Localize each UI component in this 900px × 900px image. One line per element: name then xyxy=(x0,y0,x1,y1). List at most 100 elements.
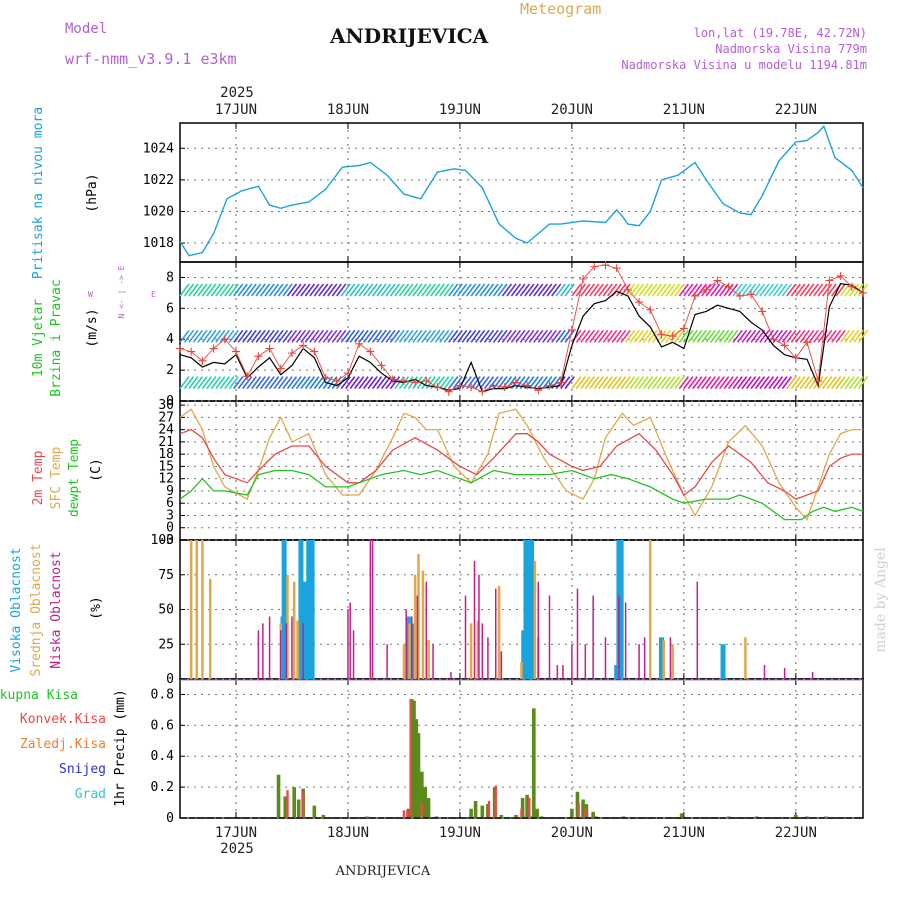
wind-barb xyxy=(210,376,221,390)
wind-barb xyxy=(795,283,806,297)
total-rain-bar xyxy=(520,797,525,818)
wind-gust-marker xyxy=(590,262,599,271)
y-tick-label: 0.4 xyxy=(151,749,175,764)
mid-cloud-bar xyxy=(469,623,473,679)
wind-barb xyxy=(349,329,360,343)
low-cloud-bar xyxy=(268,616,271,679)
wind-barb xyxy=(206,376,217,390)
wind-barb xyxy=(848,329,860,343)
wind-barb xyxy=(474,329,486,343)
low-cloud-bar xyxy=(696,581,699,679)
wind-gust-marker xyxy=(299,341,308,350)
wind-barb xyxy=(589,283,600,297)
wind-barb xyxy=(349,283,360,297)
mid-cloud-bar xyxy=(744,637,747,679)
low-cloud-bar xyxy=(537,581,540,679)
wind-barb xyxy=(255,329,266,343)
wind-barb xyxy=(835,283,846,297)
wind-barb xyxy=(389,283,401,297)
low-cloud-bar xyxy=(411,616,413,679)
wind-barb xyxy=(461,283,472,297)
wind-gust-marker xyxy=(601,261,610,270)
wind-barb xyxy=(282,376,293,390)
convective-rain-bar xyxy=(301,791,305,818)
wind-barb xyxy=(389,329,401,343)
wind-barb xyxy=(367,376,378,390)
y-tick-label: 100 xyxy=(151,533,174,548)
wind-barb xyxy=(465,329,477,343)
wind-barb xyxy=(313,283,325,297)
wind-barb xyxy=(678,376,690,390)
wind-barb xyxy=(701,329,712,343)
wind-barb xyxy=(246,283,257,297)
wind-gust-marker xyxy=(747,290,756,299)
mid-cloud-bar xyxy=(427,640,430,679)
wind-gust-marker xyxy=(176,344,184,353)
wind-gust-marker xyxy=(623,285,632,294)
low-cloud-bar xyxy=(302,623,304,679)
meteogram-title: Meteogram xyxy=(520,0,601,18)
y-tick-label: 8 xyxy=(166,270,174,285)
wind-barb xyxy=(763,283,775,297)
bottom-day-tick-label: 20JUN xyxy=(551,825,593,841)
wind-barb xyxy=(483,329,495,343)
y-tick-label: 15 xyxy=(158,459,174,474)
wind-barb xyxy=(665,283,676,297)
wind-barb xyxy=(497,283,508,297)
wind-barb xyxy=(533,329,544,343)
y-tick-label: 9 xyxy=(166,484,174,499)
mid-cloud-bar xyxy=(402,644,406,679)
wind-gust-marker xyxy=(399,376,408,385)
wind-barb xyxy=(839,376,851,390)
wind-barb xyxy=(492,283,504,297)
wind-barb xyxy=(264,376,275,390)
wind-barb xyxy=(808,283,819,297)
high-cloud-bar xyxy=(302,581,308,679)
mid-cloud-bar xyxy=(671,644,674,679)
wind-barb xyxy=(515,376,526,390)
wind-barb xyxy=(215,329,226,343)
wind-barb xyxy=(309,376,320,390)
wind-barb xyxy=(647,283,658,297)
wind-barb xyxy=(844,329,855,343)
wind-barb xyxy=(660,376,672,390)
total-rain-bar xyxy=(514,814,518,818)
wind-barb xyxy=(763,376,775,390)
wind-barb xyxy=(425,329,436,343)
total-rain-bar xyxy=(426,797,431,818)
wind-barb xyxy=(822,376,833,390)
low-cloud-bar xyxy=(624,602,627,679)
y-tick-label: 21 xyxy=(158,435,174,450)
mid-cloud-bar xyxy=(497,585,501,679)
mid-cloud-bar xyxy=(649,540,652,679)
low-cloud-bar xyxy=(416,595,419,679)
high-cloud-bar xyxy=(309,540,315,679)
wind-barb xyxy=(616,376,627,390)
wind-barb xyxy=(197,329,208,343)
wind-barb xyxy=(759,376,770,390)
wind-barb xyxy=(282,283,293,297)
wind-barb xyxy=(808,376,819,390)
wind-barb xyxy=(560,376,571,390)
wind-barb xyxy=(228,329,239,343)
low-cloud-bar xyxy=(405,609,407,679)
wind-barb xyxy=(192,376,204,390)
wind-barb xyxy=(705,376,716,390)
high-cloud-bar xyxy=(298,540,304,679)
wind-barb xyxy=(421,283,432,297)
wind-gust-marker xyxy=(276,364,285,373)
wind-barb xyxy=(719,329,730,343)
wind-barb xyxy=(519,283,531,297)
top-day-tick-label: 22JUN xyxy=(775,102,817,118)
low-cloud-bar xyxy=(280,630,282,679)
low-cloud-bar xyxy=(262,623,264,679)
y-tick-label: 75 xyxy=(158,568,174,583)
wind-barb xyxy=(687,283,698,297)
wind-barb xyxy=(327,283,338,297)
wind-barb xyxy=(304,376,316,390)
wind-title-line2: Brzina i Pravac xyxy=(49,279,64,396)
wind-barb xyxy=(224,283,235,297)
wind-barb xyxy=(488,329,499,343)
wind-barb xyxy=(233,329,244,343)
wind-barb xyxy=(642,283,654,297)
